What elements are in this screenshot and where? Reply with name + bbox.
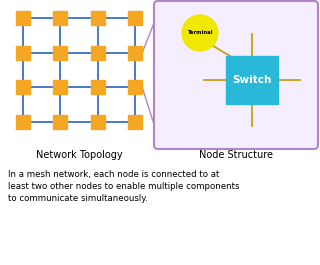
FancyBboxPatch shape: [128, 11, 142, 25]
FancyBboxPatch shape: [91, 46, 105, 60]
Text: Switch: Switch: [232, 75, 272, 85]
Circle shape: [182, 15, 218, 51]
FancyBboxPatch shape: [91, 115, 105, 129]
FancyBboxPatch shape: [53, 81, 67, 94]
FancyBboxPatch shape: [16, 81, 30, 94]
FancyBboxPatch shape: [53, 46, 67, 60]
FancyBboxPatch shape: [53, 11, 67, 25]
Text: Terminal: Terminal: [187, 30, 213, 36]
FancyBboxPatch shape: [91, 81, 105, 94]
FancyBboxPatch shape: [53, 115, 67, 129]
Text: Network Topology: Network Topology: [36, 150, 122, 160]
FancyBboxPatch shape: [128, 115, 142, 129]
FancyBboxPatch shape: [16, 115, 30, 129]
FancyBboxPatch shape: [128, 46, 142, 60]
Text: Node Structure: Node Structure: [199, 150, 273, 160]
FancyBboxPatch shape: [16, 46, 30, 60]
FancyBboxPatch shape: [91, 11, 105, 25]
Text: In a mesh network, each node is connected to at
least two other nodes to enable : In a mesh network, each node is connecte…: [8, 170, 239, 203]
FancyBboxPatch shape: [154, 1, 318, 149]
FancyBboxPatch shape: [226, 56, 278, 104]
FancyBboxPatch shape: [16, 11, 30, 25]
FancyBboxPatch shape: [128, 81, 142, 94]
